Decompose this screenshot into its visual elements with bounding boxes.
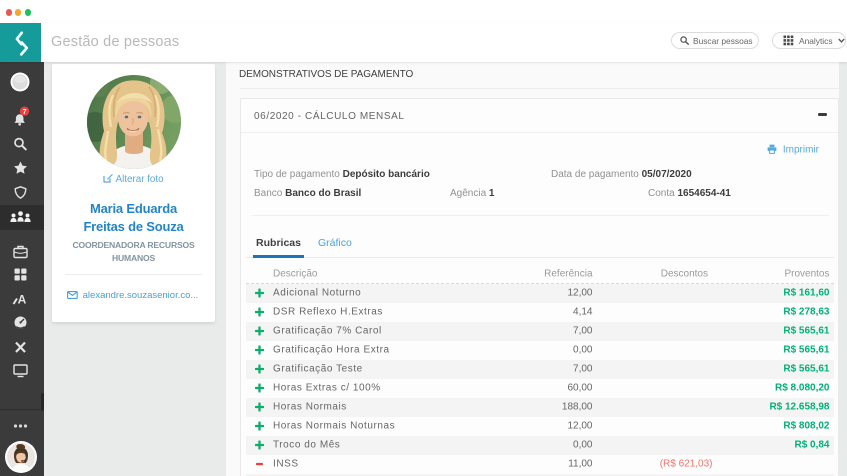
svg-text:A: A: [18, 293, 27, 307]
svg-text:7: 7: [23, 109, 27, 116]
